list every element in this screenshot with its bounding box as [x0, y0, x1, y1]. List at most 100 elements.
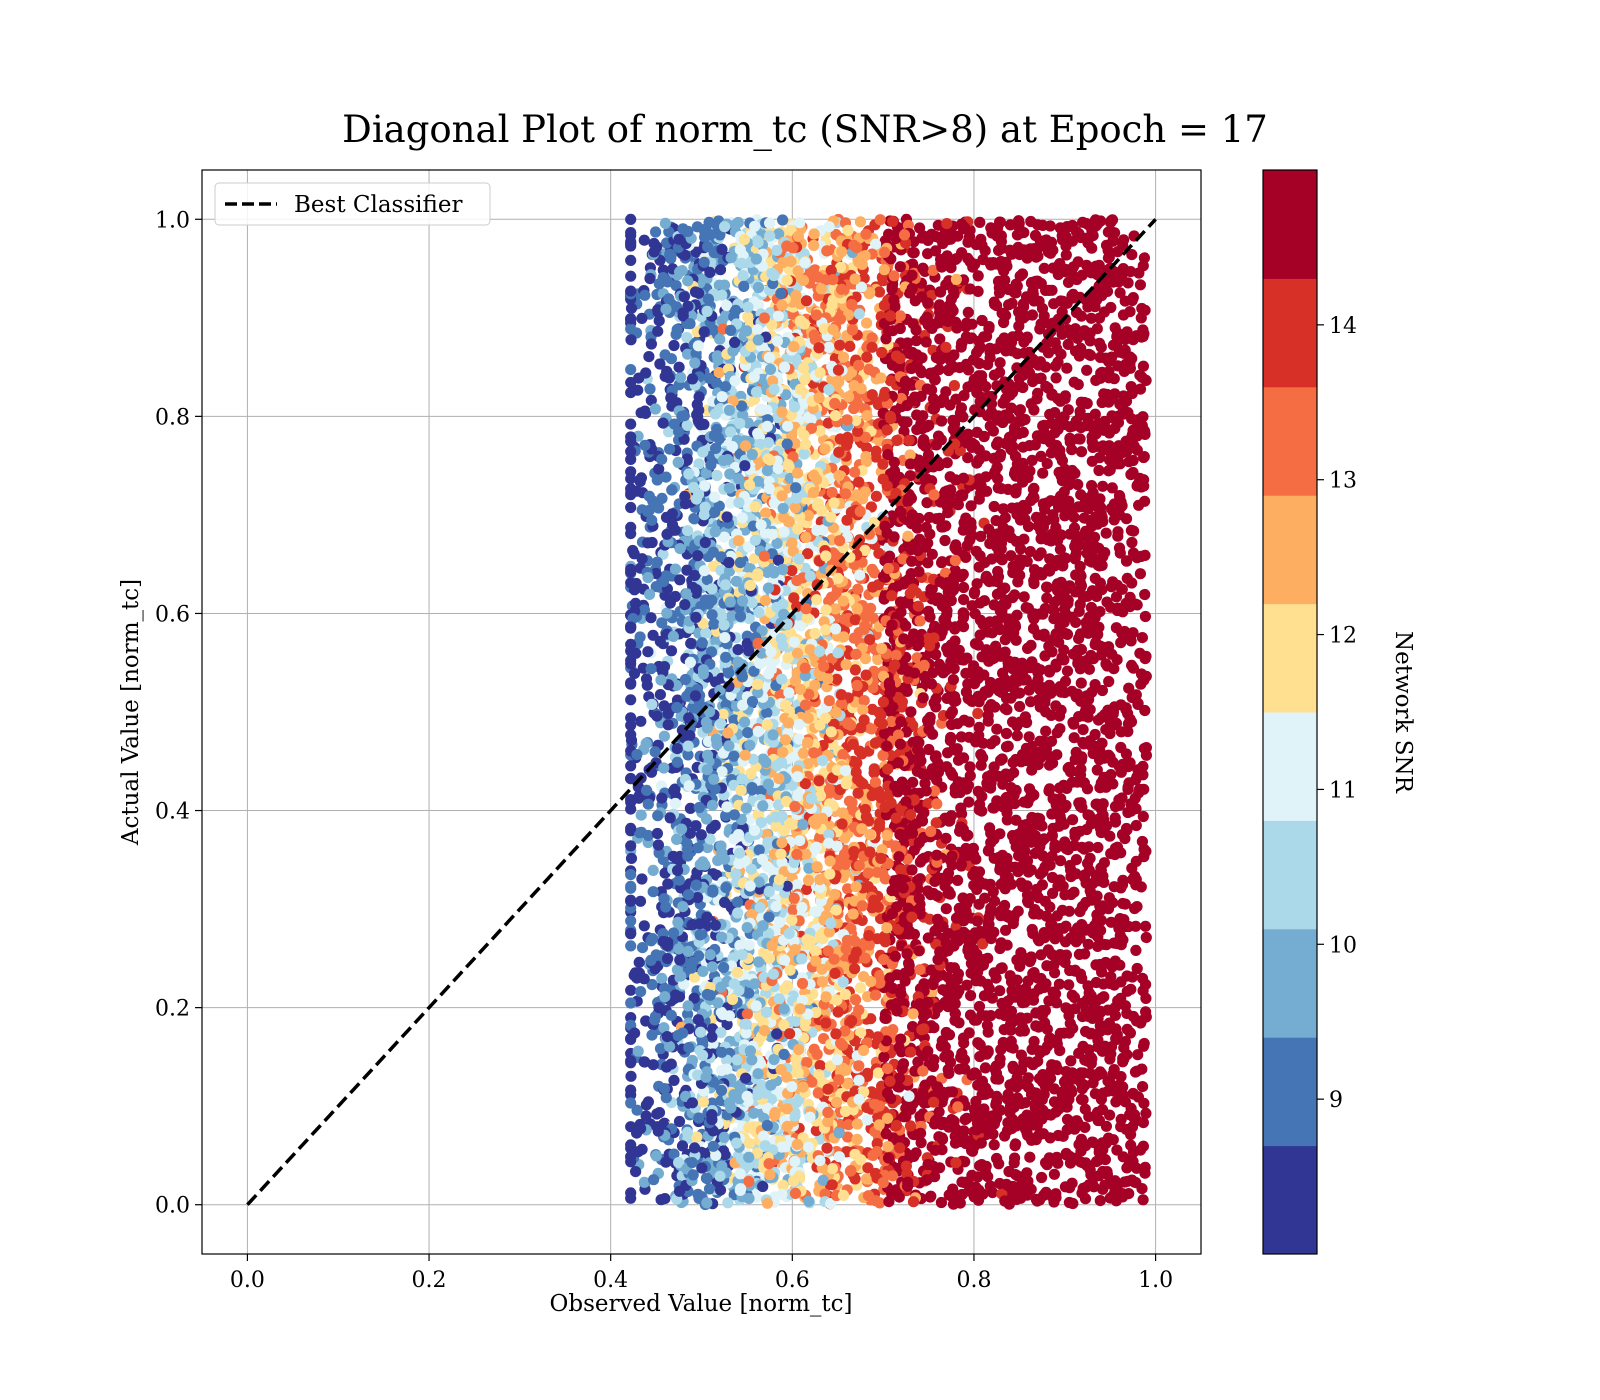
scatter-point: [635, 1122, 647, 1135]
scatter-point: [870, 490, 883, 502]
scatter-point: [1092, 841, 1104, 854]
scatter-point: [880, 333, 892, 345]
scatter-point: [625, 927, 637, 939]
scatter-point: [723, 482, 736, 494]
scatter-point: [777, 214, 789, 226]
scatter-point: [682, 525, 694, 537]
chart-title: Diagonal Plot of norm_tc (SNR>8) at Epoc…: [342, 108, 1268, 152]
scatter-point: [1000, 727, 1013, 740]
scatter-point: [1036, 1171, 1048, 1184]
scatter-point: [844, 340, 856, 352]
scatter-point: [901, 948, 913, 960]
scatter-point: [914, 1110, 926, 1122]
scatter-point: [1130, 944, 1142, 957]
scatter-point: [1066, 444, 1078, 456]
scatter-point: [1085, 1027, 1097, 1039]
scatter-point: [651, 710, 663, 722]
scatter-point: [826, 486, 838, 499]
scatter-point: [643, 351, 655, 363]
scatter-point: [1023, 731, 1035, 743]
scatter-point: [975, 530, 987, 543]
scatter-point: [633, 372, 645, 384]
scatter-point: [1037, 467, 1049, 479]
scatter-point: [915, 1127, 927, 1139]
scatter-point: [823, 384, 835, 396]
scatter-point: [652, 810, 664, 822]
scatter-point: [946, 718, 958, 731]
scatter-point: [1072, 478, 1084, 491]
scatter-point: [949, 691, 961, 703]
scatter-point: [972, 785, 984, 797]
scatter-point: [657, 548, 669, 560]
scatter-point: [697, 965, 709, 978]
scatter-point: [790, 289, 802, 302]
scatter-point: [653, 1107, 666, 1119]
scatter-point: [1097, 480, 1109, 492]
scatter-point: [665, 645, 678, 657]
scatter-point: [638, 920, 650, 932]
scatter-point: [1004, 970, 1016, 982]
scatter-point: [991, 723, 1003, 735]
scatter-point: [1140, 1107, 1152, 1119]
scatter-point: [1089, 679, 1101, 691]
scatter-point: [625, 658, 637, 670]
scatter-point: [1044, 220, 1056, 232]
scatter-point: [887, 1024, 899, 1036]
scatter-point: [718, 279, 731, 291]
scatter-point: [1139, 920, 1152, 932]
scatter-point: [865, 723, 878, 735]
scatter-point: [988, 1139, 1000, 1151]
scatter-point: [625, 694, 637, 706]
scatter-point: [711, 470, 723, 482]
scatter-point: [924, 528, 936, 540]
scatter-point: [988, 500, 1000, 513]
scatter-point: [1114, 287, 1126, 299]
scatter-point: [647, 864, 659, 877]
scatter-point: [940, 903, 952, 915]
scatter-point: [1137, 810, 1149, 823]
scatter-point: [1010, 1138, 1022, 1150]
scatter-point: [1017, 476, 1029, 488]
scatter-point: [915, 1137, 927, 1149]
scatter-point: [970, 1095, 982, 1108]
scatter-point: [1126, 577, 1138, 589]
scatter-point: [721, 1018, 733, 1031]
scatter-point: [849, 614, 861, 626]
scatter-point: [1140, 931, 1152, 944]
scatter-point: [722, 1197, 734, 1209]
scatter-point: [1090, 976, 1102, 989]
scatter-point: [854, 982, 867, 994]
scatter-point: [1126, 536, 1138, 549]
scatter-point: [642, 646, 654, 658]
scatter-point: [939, 534, 951, 547]
scatter-point: [797, 747, 810, 759]
scatter-point: [914, 615, 926, 627]
scatter-point: [1011, 730, 1023, 742]
scatter-point: [973, 370, 985, 382]
scatter-point: [1066, 989, 1078, 1001]
scatter-point: [668, 1074, 680, 1086]
scatter-point: [1137, 1194, 1149, 1206]
scatter-point: [958, 654, 970, 666]
scatter-point: [625, 852, 638, 865]
scatter-point: [625, 418, 637, 430]
scatter-point: [1019, 711, 1031, 723]
scatter-point: [684, 802, 697, 815]
scatter-points: [625, 213, 1152, 1211]
scatter-point: [978, 595, 991, 607]
scatter-point: [1028, 967, 1040, 979]
scatter-point: [858, 695, 870, 707]
scatter-point: [958, 581, 970, 594]
scatter-point: [1063, 979, 1075, 991]
scatter-point: [988, 599, 1000, 611]
scatter-point: [1134, 279, 1146, 291]
scatter-point: [742, 301, 754, 313]
scatter-point: [1103, 675, 1115, 688]
scatter-point: [656, 972, 668, 985]
scatter-point: [1046, 871, 1059, 884]
scatter-point: [1013, 215, 1025, 227]
scatter-point: [1024, 1151, 1036, 1163]
scatter-point: [1001, 814, 1013, 826]
scatter-point: [1085, 312, 1097, 324]
scatter-point: [1039, 650, 1051, 662]
